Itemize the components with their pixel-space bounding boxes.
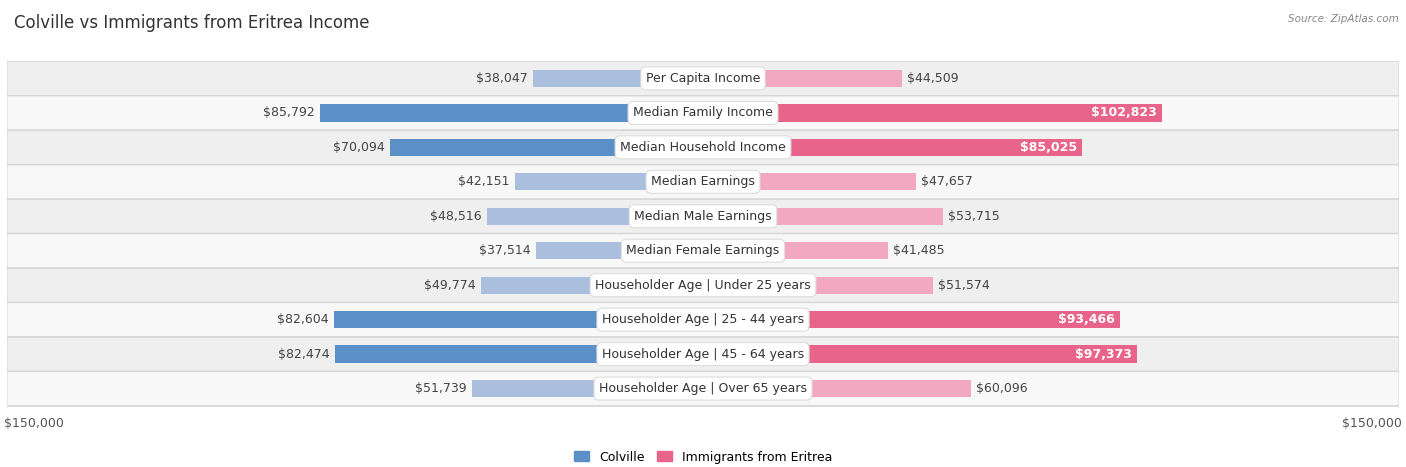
Text: Median Earnings: Median Earnings [651,175,755,188]
Text: Median Household Income: Median Household Income [620,141,786,154]
Bar [703,380,972,397]
FancyBboxPatch shape [7,165,1399,198]
Bar [486,208,703,225]
Text: $37,514: $37,514 [478,244,530,257]
Text: $60,096: $60,096 [976,382,1028,395]
Text: $42,151: $42,151 [458,175,509,188]
Bar [703,70,901,87]
FancyBboxPatch shape [7,303,1399,337]
Text: $82,604: $82,604 [277,313,329,326]
Bar [481,276,703,294]
Text: $82,474: $82,474 [278,347,329,361]
Text: Median Male Earnings: Median Male Earnings [634,210,772,223]
Bar [703,173,915,191]
Bar [703,208,942,225]
Text: $44,509: $44,509 [907,72,959,85]
Text: Householder Age | 45 - 64 years: Householder Age | 45 - 64 years [602,347,804,361]
Bar [321,104,703,121]
Text: $102,823: $102,823 [1091,106,1156,120]
FancyBboxPatch shape [7,372,1399,405]
Bar [703,346,1137,363]
Bar [703,104,1161,121]
Text: Per Capita Income: Per Capita Income [645,72,761,85]
Bar [472,380,703,397]
Text: $38,047: $38,047 [477,72,527,85]
Text: $97,373: $97,373 [1076,347,1132,361]
Text: Colville vs Immigrants from Eritrea Income: Colville vs Immigrants from Eritrea Inco… [14,14,370,32]
Text: $41,485: $41,485 [893,244,945,257]
Text: $51,739: $51,739 [415,382,467,395]
Bar [703,139,1083,156]
Text: Householder Age | 25 - 44 years: Householder Age | 25 - 44 years [602,313,804,326]
FancyBboxPatch shape [7,337,1399,371]
Text: $51,574: $51,574 [938,279,990,292]
Bar [536,242,703,259]
Text: Median Female Earnings: Median Female Earnings [627,244,779,257]
FancyBboxPatch shape [7,234,1399,268]
Text: $93,466: $93,466 [1057,313,1115,326]
Text: $47,657: $47,657 [921,175,973,188]
Text: $85,792: $85,792 [263,106,315,120]
Text: Householder Age | Under 25 years: Householder Age | Under 25 years [595,279,811,292]
FancyBboxPatch shape [7,199,1399,233]
Text: Source: ZipAtlas.com: Source: ZipAtlas.com [1288,14,1399,24]
Bar [703,242,889,259]
Text: Median Family Income: Median Family Income [633,106,773,120]
Bar [391,139,703,156]
Text: $70,094: $70,094 [333,141,385,154]
Text: $53,715: $53,715 [948,210,1000,223]
FancyBboxPatch shape [7,62,1399,95]
Bar [335,346,703,363]
Text: $48,516: $48,516 [430,210,481,223]
Legend: Colville, Immigrants from Eritrea: Colville, Immigrants from Eritrea [569,446,837,467]
Text: $49,774: $49,774 [425,279,475,292]
FancyBboxPatch shape [7,96,1399,130]
FancyBboxPatch shape [7,130,1399,164]
Bar [515,173,703,191]
Bar [335,311,703,328]
Text: $85,025: $85,025 [1019,141,1077,154]
FancyBboxPatch shape [7,269,1399,302]
Bar [703,276,934,294]
Bar [703,311,1121,328]
Text: Householder Age | Over 65 years: Householder Age | Over 65 years [599,382,807,395]
Bar [533,70,703,87]
